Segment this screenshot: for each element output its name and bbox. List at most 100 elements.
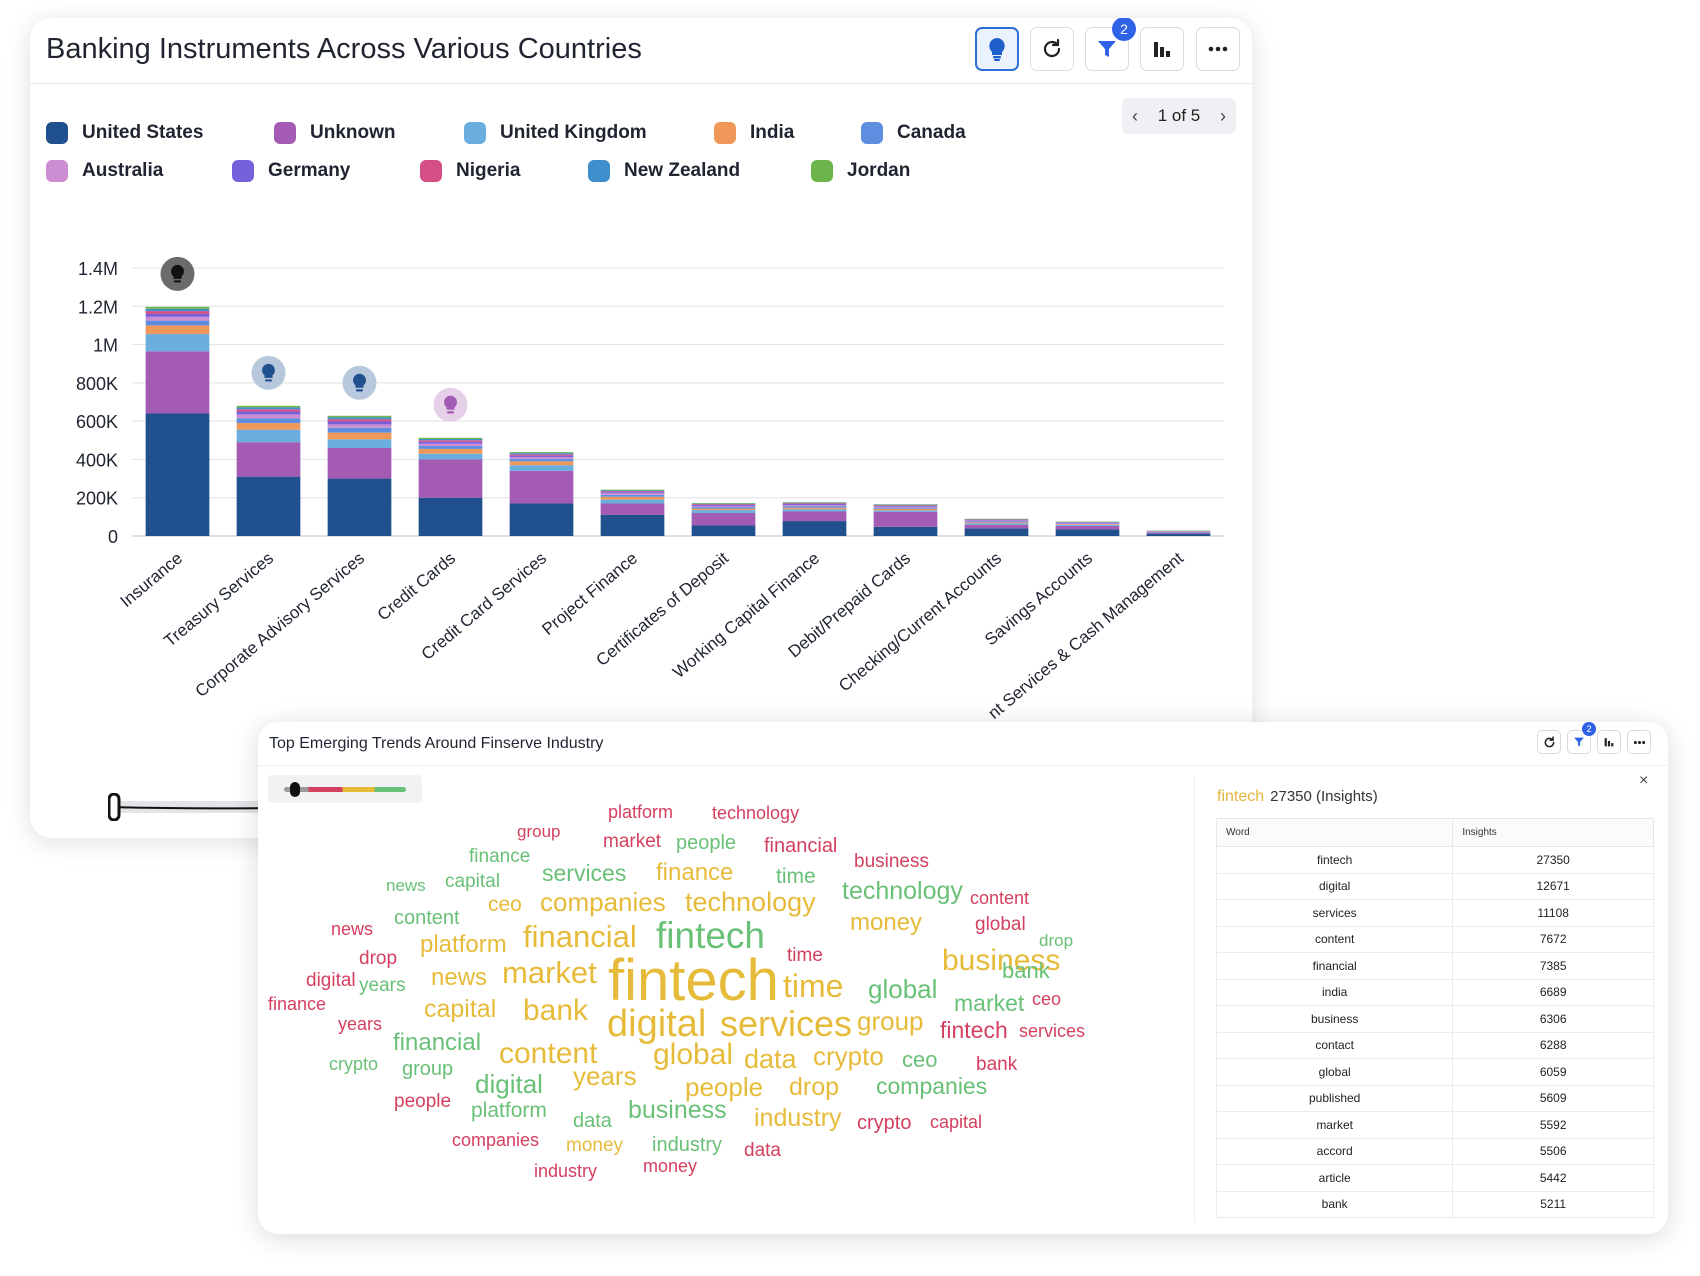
bar-segment[interactable]: [691, 507, 756, 509]
bar-segment[interactable]: [327, 424, 392, 428]
table-row[interactable]: accord 5506: [1215, 1137, 1654, 1165]
bar-segment[interactable]: [418, 440, 483, 442]
legend-item[interactable]: Unknown: [274, 122, 396, 144]
bar-segment[interactable]: [509, 503, 574, 536]
word-cloud-word[interactable]: companies: [540, 887, 666, 917]
bar-segment[interactable]: [691, 503, 756, 504]
table-row[interactable]: financial 7385: [1215, 952, 1654, 980]
bar-segment[interactable]: [1055, 523, 1120, 525]
bar-segment[interactable]: [964, 528, 1029, 536]
bar-segment[interactable]: [964, 521, 1029, 523]
bar-segment[interactable]: [964, 523, 1029, 525]
word-cloud-word[interactable]: drop: [359, 948, 398, 969]
word-cloud-word[interactable]: financial: [764, 835, 838, 857]
word-cloud-word[interactable]: news: [386, 876, 426, 895]
word-cloud-word[interactable]: time: [776, 865, 816, 888]
bar-segment[interactable]: [782, 504, 847, 505]
word-cloud-word[interactable]: fintech: [656, 915, 766, 956]
word-cloud-word[interactable]: finance: [656, 859, 734, 886]
more-options-button[interactable]: [1196, 27, 1240, 71]
bar-segment[interactable]: [600, 494, 665, 497]
word-cloud-word[interactable]: companies: [876, 1073, 988, 1099]
bar-segment[interactable]: [782, 511, 847, 522]
column-header-word[interactable]: Word: [1215, 818, 1454, 847]
bar-segment[interactable]: [1055, 524, 1120, 525]
bar-segment[interactable]: [327, 419, 392, 422]
word-cloud-word[interactable]: content: [394, 907, 460, 929]
bar-segment[interactable]: [1146, 532, 1211, 534]
word-cloud-word[interactable]: capital: [930, 1112, 983, 1132]
bar-segment[interactable]: [1055, 525, 1120, 530]
bar-segment[interactable]: [236, 442, 301, 477]
chevron-left-icon[interactable]: ‹: [1132, 105, 1138, 126]
word-cloud-word[interactable]: content: [970, 888, 1030, 908]
bar-segment[interactable]: [145, 325, 210, 335]
word-cloud-word[interactable]: technology: [712, 803, 800, 823]
legend-item[interactable]: New Zealand: [588, 160, 740, 182]
bar-segment[interactable]: [418, 453, 483, 460]
word-cloud-word[interactable]: fintech: [940, 1017, 1008, 1043]
word-cloud-word[interactable]: digital: [475, 1069, 543, 1099]
table-row[interactable]: contact 6288: [1215, 1031, 1654, 1059]
word-cloud-word[interactable]: news: [431, 964, 488, 991]
bar-segment[interactable]: [145, 413, 210, 536]
bar-segment[interactable]: [600, 492, 665, 494]
word-cloud-word[interactable]: crypto: [813, 1041, 884, 1071]
bar-segment[interactable]: [1055, 522, 1120, 524]
bar-segment[interactable]: [600, 496, 665, 500]
bar-segment[interactable]: [873, 504, 938, 506]
bar-segment[interactable]: [236, 423, 301, 430]
bar-segment[interactable]: [873, 510, 938, 512]
table-row[interactable]: article 5442: [1215, 1164, 1654, 1192]
bar-segment[interactable]: [418, 459, 483, 498]
word-cloud-word[interactable]: data: [744, 1044, 797, 1074]
bar-segment[interactable]: [236, 418, 301, 424]
sentiment-slider[interactable]: [268, 775, 422, 803]
bar-segment[interactable]: [509, 459, 574, 462]
bar-segment[interactable]: [600, 514, 665, 536]
bar-segment[interactable]: [145, 316, 210, 321]
bar-segment[interactable]: [782, 504, 847, 507]
word-cloud-word[interactable]: capital: [424, 995, 497, 1023]
word-cloud-word[interactable]: capital: [445, 871, 500, 892]
refresh-button[interactable]: [1537, 730, 1561, 754]
bar-segment[interactable]: [509, 465, 574, 471]
word-cloud-word[interactable]: market: [502, 955, 597, 990]
bar-segment[interactable]: [418, 438, 483, 441]
chart-type-button[interactable]: [1597, 730, 1621, 754]
bar-segment[interactable]: [418, 437, 483, 439]
bar-segment[interactable]: [873, 507, 938, 509]
bar-segment[interactable]: [873, 526, 938, 536]
word-cloud-word[interactable]: finance: [268, 994, 327, 1014]
bar-segment[interactable]: [691, 510, 756, 514]
word-cloud-word[interactable]: time: [783, 968, 844, 1004]
word-cloud-word[interactable]: data: [573, 1110, 612, 1132]
bar-segment[interactable]: [509, 470, 574, 504]
bar-segment[interactable]: [327, 447, 392, 479]
word-cloud-word[interactable]: bank: [976, 1054, 1018, 1075]
word-cloud-word[interactable]: services: [720, 1003, 853, 1044]
table-row[interactable]: published 5609: [1215, 1084, 1654, 1112]
bar-segment[interactable]: [145, 351, 210, 414]
word-cloud-word[interactable]: companies: [452, 1130, 540, 1150]
word-cloud-word[interactable]: group: [517, 822, 561, 841]
table-row[interactable]: market 5592: [1215, 1111, 1654, 1139]
bar-segment[interactable]: [418, 497, 483, 536]
bar-segment[interactable]: [327, 417, 392, 420]
bar-segment[interactable]: [691, 504, 756, 505]
word-cloud-word[interactable]: drop: [789, 1073, 840, 1101]
word-cloud-word[interactable]: content: [499, 1037, 598, 1070]
word-cloud-word[interactable]: crypto: [329, 1054, 379, 1074]
bar-segment[interactable]: [600, 499, 665, 504]
word-cloud-word[interactable]: money: [566, 1135, 624, 1156]
more-options-button[interactable]: [1627, 730, 1651, 754]
table-row[interactable]: fintech 27350: [1215, 846, 1654, 874]
bar-segment[interactable]: [509, 455, 574, 458]
chart-type-button[interactable]: [1140, 27, 1184, 71]
word-cloud-word[interactable]: industry: [534, 1161, 598, 1181]
bar-segment[interactable]: [600, 490, 665, 492]
sentiment-slider-handle[interactable]: [290, 782, 300, 797]
bar-segment[interactable]: [691, 503, 756, 505]
bar-segment[interactable]: [600, 493, 665, 495]
table-row[interactable]: digital 12671: [1215, 872, 1654, 900]
